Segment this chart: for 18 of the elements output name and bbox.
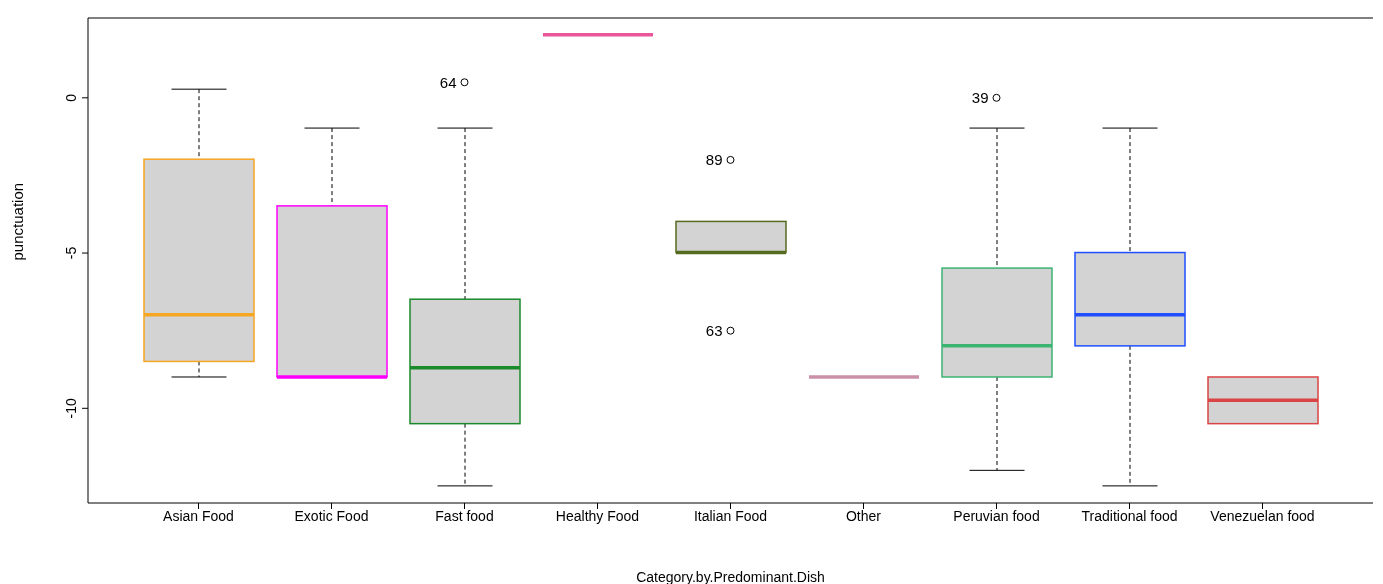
x-tick-label: Traditional food [1081, 507, 1178, 524]
x-tick-label: Exotic Food [294, 507, 369, 524]
y-tick-label: -5 [63, 246, 79, 260]
x-axis-title: Category.by.Predominant.Dish [636, 569, 825, 584]
x-tick-label: Asian Food [163, 507, 234, 524]
x-tick-label: Peruvian food [953, 507, 1040, 524]
y-tick-label: -10 [63, 397, 79, 419]
annotation: 89 [705, 151, 723, 169]
annotation: 63 [705, 322, 723, 339]
x-tick-label: Other [845, 507, 882, 524]
annotation: 39 [971, 89, 989, 107]
x-tick-label: Italian Food [693, 507, 768, 524]
x-tick-label: Fast food [435, 507, 494, 524]
y-tick-label: 0 [63, 93, 79, 102]
x-tick-label: Venezuelan food [1210, 507, 1315, 524]
annotation: 64 [439, 73, 457, 91]
y-axis-title: punctuation [9, 182, 27, 261]
x-tick-label: Healthy Food [555, 507, 640, 524]
